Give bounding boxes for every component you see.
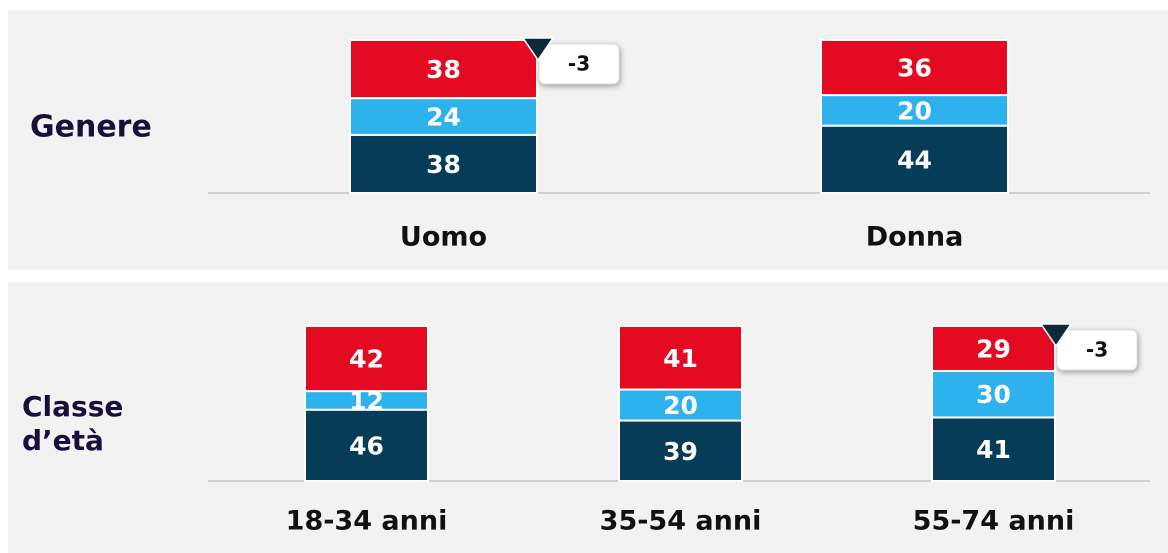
row-title: Classe d’età [22, 390, 123, 457]
callout-box [1056, 329, 1138, 371]
value-label: 44 [897, 145, 932, 174]
row-title: Genere [30, 110, 152, 145]
bar-segment [618, 325, 743, 391]
x-tick-label: 55-74 anni [913, 506, 1075, 537]
x-tick-label: Uomo [400, 222, 487, 253]
bar-segment [618, 388, 743, 422]
value-label: 29 [976, 334, 1011, 363]
bar-segment [820, 39, 1009, 97]
bar-segment [349, 133, 538, 194]
bar-segment [349, 97, 538, 136]
callout-box [538, 43, 620, 85]
value-label: 30 [976, 380, 1011, 409]
value-label: 41 [976, 435, 1011, 464]
value-label: 24 [426, 103, 461, 132]
annotation: -3 [568, 52, 590, 76]
bar-segment [820, 94, 1009, 127]
callout-arrow [521, 37, 555, 62]
x-tick-label: Donna [866, 222, 964, 253]
value-label: 46 [349, 431, 384, 460]
annotation: -3 [1086, 338, 1108, 362]
callout-arrow [1039, 323, 1073, 348]
x-tick-label: 35-54 anni [600, 506, 762, 537]
bar-segment [618, 419, 743, 482]
bar-segment [820, 124, 1009, 194]
bar-segment [349, 39, 538, 100]
value-label: 38 [426, 150, 461, 179]
x-tick-label: 18-34 anni [286, 506, 448, 537]
bar-segment [931, 416, 1056, 483]
value-label: 39 [663, 437, 698, 466]
value-label: 20 [663, 391, 698, 420]
bar-segment [304, 325, 429, 393]
value-label: 42 [349, 345, 384, 374]
value-label: 38 [426, 55, 461, 84]
value-label: 36 [897, 54, 932, 83]
bar-segment [931, 325, 1056, 372]
value-label: 41 [663, 344, 698, 373]
bar-segment [304, 408, 429, 483]
bar-segment [931, 369, 1056, 419]
value-label: 20 [897, 96, 932, 125]
